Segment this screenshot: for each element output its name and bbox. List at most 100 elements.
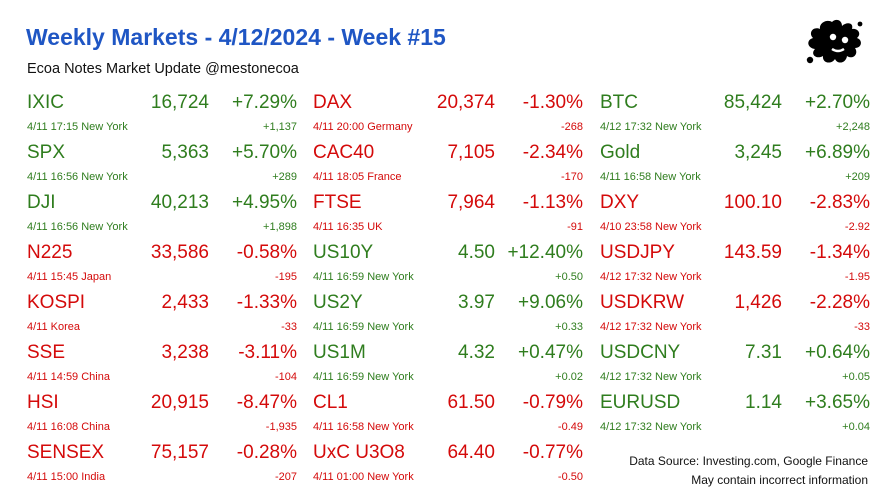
percent-change: -2.28% <box>809 292 870 313</box>
data-source: Data Source: Investing.com, Google Finan… <box>629 454 868 468</box>
timestamp-location: 4/11 15:00 India <box>27 471 106 483</box>
price-value: 2,433 <box>161 292 209 313</box>
price-value: 1.14 <box>745 392 782 413</box>
market-cell: DXY 100.10 -2.83% 4/10 23:58 New York -2.92 <box>600 192 870 242</box>
ticker-symbol: N225 <box>27 242 73 263</box>
percent-change: +4.95% <box>232 192 297 213</box>
percent-change: +0.47% <box>518 342 583 363</box>
absolute-change: -33 <box>281 321 297 333</box>
ticker-symbol: US2Y <box>313 292 363 313</box>
timestamp-location: 4/11 18:05 France <box>313 171 402 183</box>
absolute-change: -1,935 <box>265 421 297 433</box>
absolute-change: -268 <box>560 121 583 133</box>
market-cell: UxC U3O8 64.40 -0.77% 4/11 01:00 New York -0… <box>313 442 583 492</box>
market-cell: USDJPY 143.59 -1.34% 4/12 17:32 New York -1.… <box>600 242 870 292</box>
timestamp-location: 4/11 16:08 China <box>27 421 110 433</box>
timestamp-location: 4/11 16:58 New York <box>313 421 414 433</box>
market-cell: DJI 40,213 +4.95% 4/11 16:56 New York +1,898 <box>27 192 297 242</box>
percent-change: +5.70% <box>232 142 297 163</box>
ticker-symbol: DAX <box>313 92 353 113</box>
absolute-change: +1,137 <box>263 121 297 133</box>
percent-change: +2.70% <box>805 92 870 113</box>
absolute-change: +0.05 <box>842 371 870 383</box>
price-value: 143.59 <box>723 242 782 263</box>
ticker-symbol: Gold <box>600 142 641 163</box>
price-value: 33,586 <box>150 242 209 263</box>
percent-change: -3.11% <box>238 342 297 363</box>
percent-change: -1.30% <box>522 92 583 113</box>
absolute-change: -1.95 <box>844 271 870 283</box>
percent-change: -0.28% <box>236 442 297 463</box>
price-value: 3.97 <box>458 292 495 313</box>
market-cell: N225 33,586 -0.58% 4/11 15:45 Japan -195 <box>27 242 297 292</box>
absolute-change: +0.50 <box>555 271 583 283</box>
price-value: 75,157 <box>150 442 209 463</box>
ticker-symbol: HSI <box>27 392 59 413</box>
market-cell: SSE 3,238 -3.11% 4/11 14:59 China -104 <box>27 342 297 392</box>
percent-change: +3.65% <box>805 392 870 413</box>
ticker-symbol: CAC40 <box>313 142 375 163</box>
ticker-symbol: EURUSD <box>600 392 681 413</box>
market-cell: IXIC 16,724 +7.29% 4/11 17:15 New York +1,13… <box>27 92 297 142</box>
percent-change: +7.29% <box>232 92 297 113</box>
price-value: 7,105 <box>447 142 495 163</box>
absolute-change: +1,898 <box>263 221 297 233</box>
market-cell: FTSE 7,964 -1.13% 4/11 16:35 UK -91 <box>313 192 583 242</box>
ticker-symbol: DJI <box>27 192 56 213</box>
ticker-symbol: IXIC <box>27 92 64 113</box>
timestamp-location: 4/12 17:32 New York <box>600 121 702 133</box>
ticker-symbol: SSE <box>27 342 66 363</box>
price-value: 3,238 <box>161 342 209 363</box>
absolute-change: -195 <box>274 271 297 283</box>
timestamp-location: 4/11 20:00 Germany <box>313 121 413 133</box>
market-cell: BTC 85,424 +2.70% 4/12 17:32 New York +2,248 <box>600 92 870 142</box>
percent-change: -1.34% <box>809 242 870 263</box>
price-value: 3,245 <box>734 142 782 163</box>
ticker-symbol: DXY <box>600 192 640 213</box>
market-cell: SENSEX 75,157 -0.28% 4/11 15:00 India -207 <box>27 442 297 492</box>
ticker-symbol: KOSPI <box>27 292 86 313</box>
timestamp-location: 4/11 16:35 UK <box>313 221 383 233</box>
percent-change: +0.64% <box>805 342 870 363</box>
absolute-change: +0.33 <box>555 321 583 333</box>
percent-change: -0.77% <box>522 442 583 463</box>
absolute-change: -170 <box>560 171 583 183</box>
ticker-symbol: USDJPY <box>600 242 675 263</box>
absolute-change: -0.50 <box>557 471 583 483</box>
price-value: 20,915 <box>150 392 209 413</box>
market-cell: EURUSD 1.14 +3.65% 4/12 17:32 New York +0.04 <box>600 392 870 442</box>
market-cell: US2Y 3.97 +9.06% 4/11 16:59 New York +0.33 <box>313 292 583 342</box>
percent-change: -2.83% <box>809 192 870 213</box>
percent-change: -1.13% <box>522 192 583 213</box>
page-subtitle: Ecoa Notes Market Update @mestonecoa <box>27 61 299 77</box>
market-cell: USDKRW 1,426 -2.28% 4/12 17:32 New York -33 <box>600 292 870 342</box>
percent-change: -1.33% <box>236 292 297 313</box>
ticker-symbol: SPX <box>27 142 66 163</box>
market-cell: DAX 20,374 -1.30% 4/11 20:00 Germany -268 <box>313 92 583 142</box>
absolute-change: -91 <box>567 221 583 233</box>
price-value: 5,363 <box>161 142 209 163</box>
ticker-symbol: BTC <box>600 92 638 113</box>
market-cell: HSI 20,915 -8.47% 4/11 16:08 China -1,935 <box>27 392 297 442</box>
timestamp-location: 4/11 16:59 New York <box>313 321 414 333</box>
percent-change: +6.89% <box>805 142 870 163</box>
market-cell: USDCNY 7.31 +0.64% 4/12 17:32 New York +0.05 <box>600 342 870 392</box>
absolute-change: -207 <box>274 471 297 483</box>
ticker-symbol: CL1 <box>313 392 348 413</box>
timestamp-location: 4/12 17:32 New York <box>600 321 702 333</box>
ticker-symbol: SENSEX <box>27 442 105 463</box>
absolute-change: -33 <box>854 321 870 333</box>
price-value: 1,426 <box>734 292 782 313</box>
price-value: 100.10 <box>723 192 782 213</box>
ticker-symbol: US1M <box>313 342 366 363</box>
ticker-symbol: USDCNY <box>600 342 681 363</box>
market-cell: KOSPI 2,433 -1.33% 4/11 Korea -33 <box>27 292 297 342</box>
absolute-change: +0.02 <box>555 371 583 383</box>
timestamp-location: 4/12 17:32 New York <box>600 421 702 433</box>
absolute-change: +209 <box>845 171 870 183</box>
timestamp-location: 4/11 17:15 New York <box>27 121 128 133</box>
ticker-symbol: US10Y <box>313 242 374 263</box>
percent-change: -0.79% <box>522 392 583 413</box>
timestamp-location: 4/11 Korea <box>27 321 81 333</box>
data-source-note: Data Source: Investing.com, Google Finan… <box>629 452 868 490</box>
